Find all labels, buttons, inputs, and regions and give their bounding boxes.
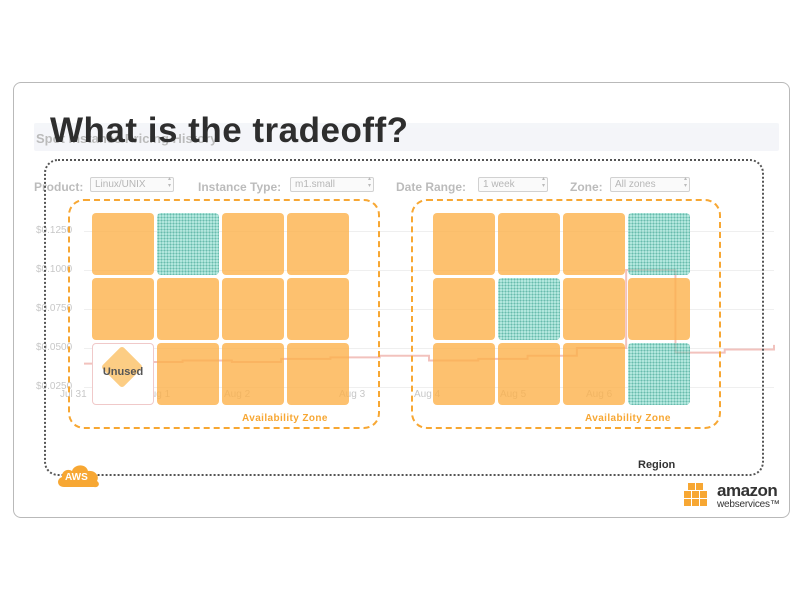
- background-title-bar: [34, 123, 779, 151]
- filter-product-label: Product:: [34, 180, 84, 194]
- chart-x-tick-label: Aug 3: [339, 389, 366, 400]
- reserved-instance-cell: [563, 343, 625, 405]
- filters-bar: Product: Linux/UNIX Instance Type: m1.sm…: [34, 176, 779, 197]
- availability-zone-label: Availability Zone: [585, 413, 671, 424]
- chart-gridline: [84, 270, 774, 271]
- reserved-instance-cell: [563, 213, 625, 275]
- reserved-instance-cell: [287, 213, 349, 275]
- reserved-instance-cell: [628, 278, 690, 340]
- reserved-instance-cell: [157, 278, 219, 340]
- spot-instance-cell: [628, 343, 690, 405]
- reserved-instance-cell: [563, 278, 625, 340]
- spot-instance-cell: [628, 213, 690, 275]
- reserved-instance-cell: [92, 213, 154, 275]
- reserved-instance-cell: [433, 343, 495, 405]
- aws-badge-label: AWS: [65, 472, 88, 483]
- availability-zone-box: [68, 199, 380, 429]
- aws-cloud-icon: [58, 465, 99, 488]
- unused-label: Unused: [102, 366, 144, 378]
- slide-title: What is the tradeoff?: [50, 111, 409, 150]
- reserved-instance-cell: [222, 213, 284, 275]
- reserved-instance-cell: [433, 278, 495, 340]
- reserved-instance-cell: [157, 343, 219, 405]
- chart-x-tick-label: Aug 4: [414, 389, 441, 400]
- chart-y-tick-label: $0.0500: [36, 342, 73, 353]
- chart-y-tick-label: $0.1250: [36, 225, 73, 236]
- reserved-instance-cell: [222, 278, 284, 340]
- chart-x-tick-label: Jul 31: [60, 389, 87, 400]
- availability-zone-label: Availability Zone: [242, 413, 328, 424]
- reserved-instance-cell: [433, 213, 495, 275]
- filter-date-range-select[interactable]: 1 week: [478, 176, 548, 192]
- chart-gridline: [84, 309, 774, 310]
- spot-instance-cell: [498, 278, 560, 340]
- chart-y-tick-label: $0.1000: [36, 264, 73, 275]
- filter-instance-type-select[interactable]: m1.small: [290, 176, 374, 192]
- reserved-instance-cell: [498, 343, 560, 405]
- background-title: Spot Instance Pricing History: [36, 131, 218, 146]
- slide: Spot Instance Pricing History Product: L…: [13, 82, 790, 518]
- background-pricing-page: Spot Instance Pricing History Product: L…: [14, 83, 789, 517]
- region-label: Region: [638, 459, 676, 471]
- chart-gridline: [84, 231, 774, 232]
- logo-webservices-text: webservices™: [717, 499, 780, 510]
- unused-instance-cell: Unused: [92, 343, 154, 405]
- spot-instance-cell: [157, 213, 219, 275]
- filter-zone-select[interactable]: All zones: [610, 176, 690, 192]
- reserved-instance-cell: [222, 343, 284, 405]
- filter-zone-label: Zone:: [570, 180, 603, 194]
- chart-gridline: [84, 348, 774, 349]
- reserved-instance-cell: [498, 213, 560, 275]
- chart-gridline: [84, 387, 774, 388]
- filter-instance-type-label: Instance Type:: [198, 180, 282, 194]
- availability-zone-box: [411, 199, 721, 429]
- reserved-instance-cell: [287, 343, 349, 405]
- amazon-web-services-logo-icon: [684, 483, 707, 506]
- chart-y-tick-label: $0.0750: [36, 303, 73, 314]
- reserved-instance-cell: [92, 278, 154, 340]
- chart-y-tick-label: $0.0250: [36, 381, 73, 392]
- filter-product-select[interactable]: Linux/UNIX: [90, 176, 174, 192]
- reserved-instance-cell: [287, 278, 349, 340]
- logo-amazon-text: amazon: [717, 481, 778, 500]
- region-box: [44, 159, 764, 476]
- filter-date-range-label: Date Range:: [396, 180, 467, 194]
